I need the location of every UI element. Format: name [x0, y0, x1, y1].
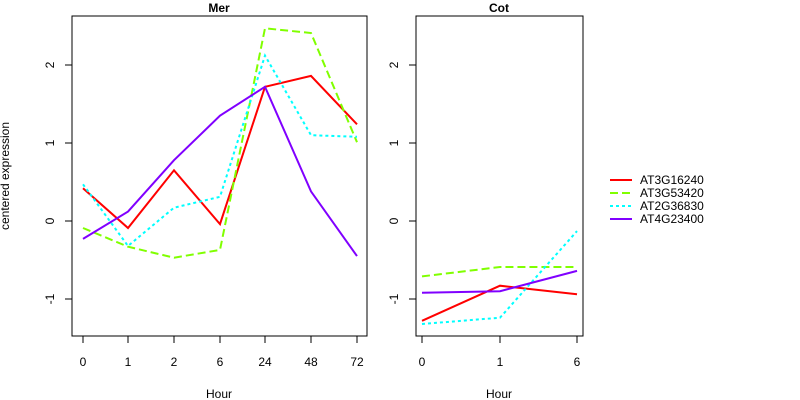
panel-mer: Mer Hour 2 1 0 -1 0 1 2 6 24 48 72 [43, 1, 368, 400]
x-tick-label: 24 [258, 355, 272, 369]
panel-title-mer: Mer [208, 1, 230, 15]
y-tick-label: 1 [387, 139, 401, 146]
x-tick-label: 0 [419, 355, 426, 369]
x-tick-label: 2 [171, 355, 178, 369]
x-tick-label: 1 [125, 355, 132, 369]
series-line-at4g23400 [421, 269, 578, 294]
x-tick-label: 6 [574, 355, 581, 369]
panel-cot: Cot Hour 2 1 0 -1 0 1 6 [387, 1, 584, 400]
x-tick-label: 48 [304, 355, 318, 369]
legend-label: AT4G23400 [640, 212, 704, 226]
y-tick-label: -1 [387, 293, 401, 304]
series-line-at2g36830 [82, 53, 358, 248]
legend-label: AT3G53420 [640, 186, 704, 200]
x-tick-label: 72 [350, 355, 364, 369]
y-tick-label: 0 [387, 217, 401, 224]
series-line-at3g53420 [421, 266, 577, 278]
plot-frame [71, 15, 368, 337]
y-tick-label: -1 [43, 293, 57, 304]
x-axis-label-cot: Hour [486, 387, 512, 400]
y-tick-label: 2 [43, 61, 57, 68]
series-line-at3g16240 [421, 284, 578, 322]
y-tick-label: 2 [387, 61, 401, 68]
y-axis-label: centered expression [0, 122, 12, 230]
series-line-at4g23400 [82, 85, 358, 257]
y-tick-label: 1 [43, 139, 57, 146]
panel-title-cot: Cot [489, 1, 509, 15]
series-line-at2g36830 [421, 230, 578, 325]
legend-label: AT2G36830 [640, 199, 704, 213]
x-tick-label: 6 [217, 355, 224, 369]
x-tick-label: 0 [80, 355, 87, 369]
x-axis-label-mer: Hour [206, 387, 232, 400]
legend-label: AT3G16240 [640, 173, 704, 187]
series-line-at3g53420 [82, 27, 358, 259]
y-tick-label: 0 [43, 217, 57, 224]
plot-frame [415, 15, 584, 337]
x-tick-label: 1 [497, 355, 504, 369]
series-line-at3g16240 [82, 74, 358, 230]
